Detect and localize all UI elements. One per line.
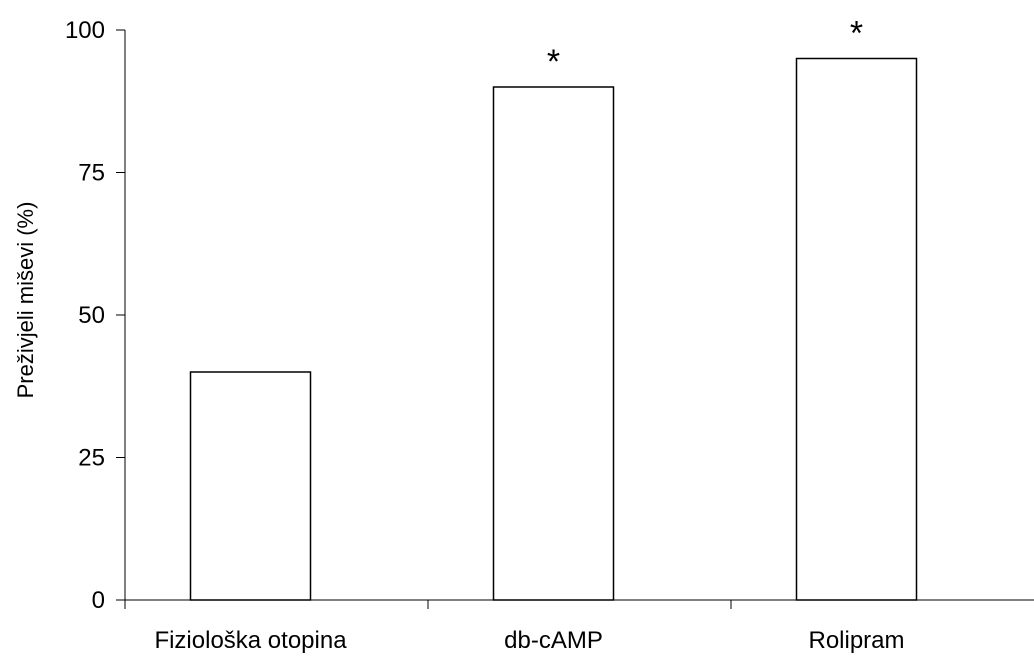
y-tick-label: 25 bbox=[78, 445, 105, 472]
y-tick-label: 0 bbox=[92, 587, 105, 614]
significance-marker: * bbox=[850, 15, 863, 53]
y-tick-label: 75 bbox=[78, 160, 105, 187]
x-category-label: db-cAMP bbox=[504, 627, 603, 654]
bar bbox=[189, 371, 312, 601]
significance-marker: * bbox=[547, 43, 560, 81]
bar bbox=[795, 57, 918, 601]
x-axis: Fiziološka otopina db-cAMP Rolipram bbox=[124, 599, 1034, 654]
y-axis: 0 25 50 75 100 bbox=[65, 17, 126, 614]
bar-annotations: ** bbox=[547, 15, 863, 82]
y-tick-label: 50 bbox=[78, 302, 105, 329]
bars bbox=[189, 57, 918, 601]
x-category-label: Fiziološka otopina bbox=[154, 627, 347, 654]
bar bbox=[492, 86, 615, 601]
y-tick-label: 100 bbox=[65, 17, 105, 44]
y-axis-title: Preživjeli miševi (%) bbox=[13, 202, 38, 399]
x-category-label: Rolipram bbox=[808, 627, 904, 654]
